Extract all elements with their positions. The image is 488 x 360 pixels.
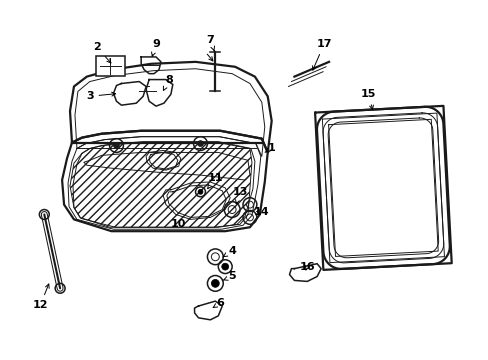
Text: 5: 5 xyxy=(223,271,236,282)
Text: 6: 6 xyxy=(213,298,224,308)
Polygon shape xyxy=(70,143,251,227)
Text: 1: 1 xyxy=(264,144,275,153)
Text: 7: 7 xyxy=(206,35,214,51)
Circle shape xyxy=(221,263,228,270)
Circle shape xyxy=(197,141,203,147)
Text: 3: 3 xyxy=(86,91,115,101)
Text: 10: 10 xyxy=(171,219,186,229)
Text: 9: 9 xyxy=(151,39,160,56)
Text: 17: 17 xyxy=(312,39,331,70)
Text: 11: 11 xyxy=(207,173,223,189)
Text: 12: 12 xyxy=(33,284,49,310)
Text: 13: 13 xyxy=(232,187,247,204)
Text: 14: 14 xyxy=(253,207,269,216)
Text: 16: 16 xyxy=(299,262,314,272)
Text: 2: 2 xyxy=(93,42,111,63)
Text: 4: 4 xyxy=(223,246,236,257)
FancyBboxPatch shape xyxy=(96,56,125,76)
Text: 8: 8 xyxy=(163,75,172,90)
Circle shape xyxy=(113,143,119,148)
Circle shape xyxy=(198,189,203,194)
Circle shape xyxy=(211,279,219,287)
Text: 15: 15 xyxy=(360,89,375,109)
